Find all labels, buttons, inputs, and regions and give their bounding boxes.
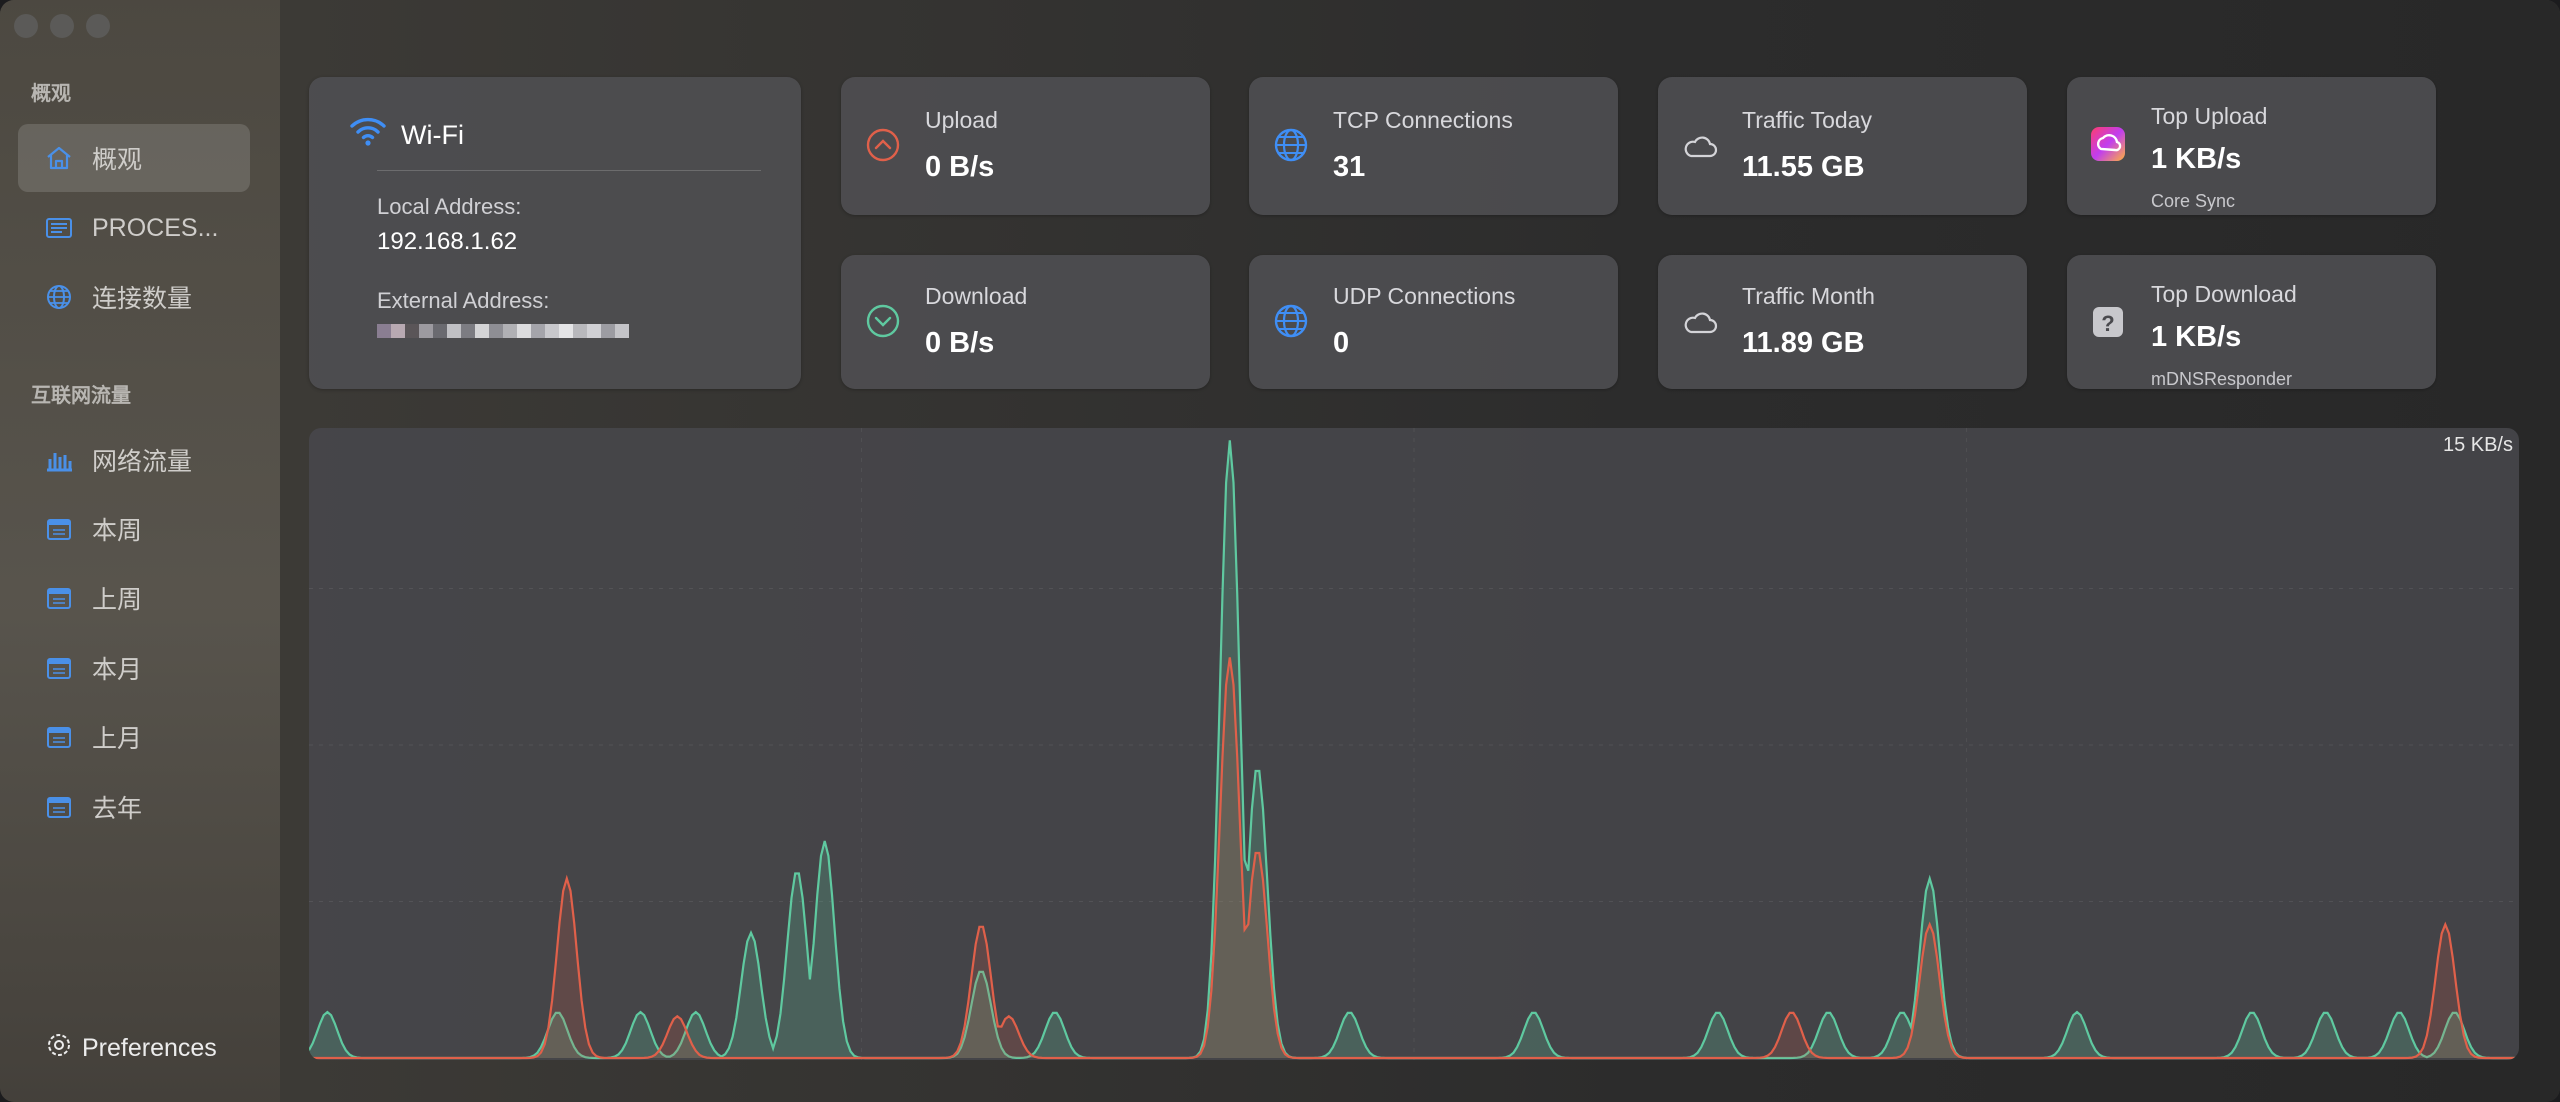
traffic-month-label: Traffic Month xyxy=(1742,283,1875,309)
globe-icon xyxy=(1271,301,1311,341)
sidebar-item-last-year[interactable]: 去年 xyxy=(18,773,250,841)
sidebar-item-this-week[interactable]: 本周 xyxy=(18,495,250,563)
sidebar-section-title: 互联网流量 xyxy=(31,385,131,407)
udp-connections-card: UDP Connections 0 xyxy=(1249,255,1618,389)
upload-series-area xyxy=(309,657,2519,1058)
sidebar-item-network-traffic[interactable]: 网络流量 xyxy=(18,426,250,494)
calendar-icon xyxy=(44,792,74,822)
sidebar-item-label: 上周 xyxy=(92,586,143,614)
udp-label: UDP Connections xyxy=(1333,283,1516,309)
tcp-label: TCP Connections xyxy=(1333,107,1513,133)
globe-icon xyxy=(1271,125,1311,165)
gear-icon xyxy=(46,1032,72,1065)
cloud-icon xyxy=(1680,303,1720,343)
network-name: Wi-Fi xyxy=(401,120,464,150)
local-address-value: 192.168.1.62 xyxy=(377,228,518,255)
download-value: 0 B/s xyxy=(925,327,995,359)
top-upload-label: Top Upload xyxy=(2151,103,2268,129)
top-download-card[interactable]: ? Top Download 1 KB/s mDNSResponder xyxy=(2067,255,2436,389)
calendar-icon xyxy=(44,514,74,544)
calendar-icon xyxy=(44,583,74,613)
sidebar-section-title: 概观 xyxy=(31,83,71,105)
upload-label: Upload xyxy=(925,107,998,133)
traffic-today-card: Traffic Today 11.55 GB xyxy=(1658,77,2027,215)
calendar-icon xyxy=(44,722,74,752)
external-address-label: External Address: xyxy=(377,288,550,313)
sidebar-item-label: 概观 xyxy=(92,146,143,174)
top-upload-app: Core Sync xyxy=(2151,191,2236,211)
traffic-month-card: Traffic Month 11.89 GB xyxy=(1658,255,2027,389)
minimize-window-button[interactable] xyxy=(50,14,74,38)
traffic-chart: 15 KB/s xyxy=(309,428,2519,1060)
traffic-chart-svg xyxy=(309,428,2519,1060)
question-mark-app-icon: ? xyxy=(2089,303,2129,343)
top-download-app: mDNSResponder xyxy=(2151,369,2293,389)
chart-max-label: 15 KB/s xyxy=(2442,434,2513,456)
sidebar-item-label: 连接数量 xyxy=(92,285,193,313)
tcp-connections-card: TCP Connections 31 xyxy=(1249,77,1618,215)
sidebar-item-last-week[interactable]: 上周 xyxy=(18,564,250,632)
window-controls xyxy=(14,14,110,38)
local-address-label: Local Address: xyxy=(377,194,522,219)
top-download-value: 1 KB/s xyxy=(2151,321,2242,353)
sidebar-item-label: 本月 xyxy=(92,656,143,684)
divider xyxy=(377,170,761,171)
calendar-icon xyxy=(44,653,74,683)
top-upload-value: 1 KB/s xyxy=(2151,143,2242,175)
traffic-today-label: Traffic Today xyxy=(1742,107,1872,133)
upload-value: 0 B/s xyxy=(925,151,995,183)
list-icon xyxy=(44,213,74,243)
traffic-month-value: 11.89 GB xyxy=(1742,327,1865,359)
sidebar-item-label: PROCES... xyxy=(92,213,219,242)
sidebar-item-last-month[interactable]: 上月 xyxy=(18,703,250,771)
download-arrow-icon xyxy=(863,301,903,341)
preferences-label: Preferences xyxy=(82,1034,217,1062)
upload-arrow-icon xyxy=(863,125,903,165)
cloud-icon xyxy=(1680,127,1720,167)
sidebar-item-label: 上月 xyxy=(92,725,143,753)
sidebar: 概观 概观 PROCES... 连接数量 互联网流量 网络流量 xyxy=(0,0,280,1102)
network-info-card: Wi-Fi Local Address: 192.168.1.62 Extern… xyxy=(309,77,801,389)
house-icon xyxy=(44,143,74,173)
sidebar-item-label: 本周 xyxy=(92,517,143,545)
sidebar-item-label: 去年 xyxy=(92,795,143,823)
download-label: Download xyxy=(925,283,1028,309)
bar-chart-icon xyxy=(44,445,74,475)
external-address-redacted xyxy=(377,324,629,338)
top-upload-card[interactable]: Top Upload 1 KB/s Core Sync xyxy=(2067,77,2436,215)
sidebar-item-overview[interactable]: 概观 xyxy=(18,124,250,192)
traffic-today-value: 11.55 GB xyxy=(1742,151,1865,183)
tcp-value: 31 xyxy=(1333,151,1366,183)
top-download-label: Top Download xyxy=(2151,281,2297,307)
sidebar-item-label: 网络流量 xyxy=(92,448,193,476)
close-window-button[interactable] xyxy=(14,14,38,38)
download-card: Download 0 B/s xyxy=(841,255,1210,389)
sidebar-item-connections[interactable]: 连接数量 xyxy=(18,263,250,331)
svg-text:?: ? xyxy=(2101,311,2114,336)
sidebar-item-this-month[interactable]: 本月 xyxy=(18,634,250,702)
upload-card: Upload 0 B/s xyxy=(841,77,1210,215)
zoom-window-button[interactable] xyxy=(86,14,110,38)
creative-cloud-app-icon xyxy=(2089,125,2129,165)
globe-icon xyxy=(44,282,74,312)
preferences-button[interactable]: Preferences xyxy=(46,1032,217,1065)
udp-value: 0 xyxy=(1333,327,1350,359)
upload-series-line xyxy=(309,657,2519,1060)
sidebar-item-processes[interactable]: PROCES... xyxy=(18,194,250,262)
wifi-icon xyxy=(349,115,387,152)
